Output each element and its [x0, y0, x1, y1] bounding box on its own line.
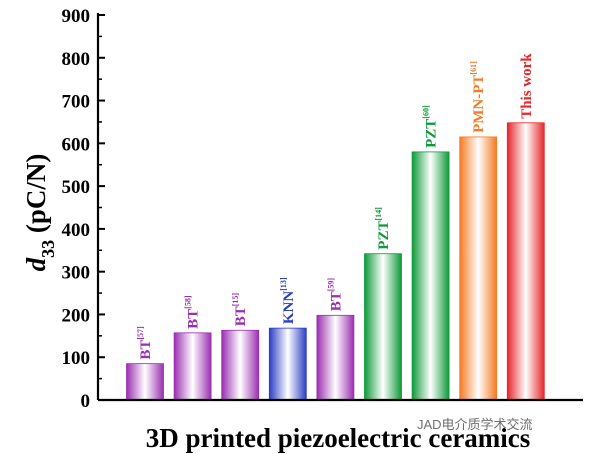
bar-label-ref: [15] [231, 293, 240, 307]
y-axis-title: d33 (pC/N) [21, 154, 58, 272]
y-axis-label: d33 (pC/N) [21, 154, 58, 272]
bar [364, 253, 402, 401]
bar [221, 329, 260, 401]
bar-label-ref: [57] [136, 326, 145, 340]
bar-label-name: PZT [376, 221, 392, 250]
bar-label-name: BT [233, 306, 249, 326]
bar-label: KNN[13] [279, 277, 297, 324]
y-tick-label: 200 [62, 305, 91, 326]
bar-label-name: PMN-PT [471, 75, 487, 133]
bar-label: PMN-PT[61] [469, 61, 487, 133]
bar-label-ref: [60] [422, 105, 431, 119]
bar-label: PZT[60] [422, 105, 440, 148]
bar-label-name: BT [186, 309, 202, 329]
bar-label-ref: [61] [469, 61, 478, 75]
y-axis-title-symbol: d [21, 257, 51, 271]
y-axis-ticks: 0 100 200 300 400 500 600 700 800 900 [62, 6, 105, 412]
bar-label: PZT[14] [374, 207, 392, 250]
bar [126, 363, 164, 401]
x-axis-label: 3D printed piezoelectric ceramics [146, 423, 531, 453]
bar-label-name: BT [138, 340, 154, 360]
bar-label-ref: [58] [184, 295, 193, 309]
bar [506, 122, 545, 401]
y-axis-title-subscript: 33 [38, 240, 58, 258]
bar [411, 151, 450, 401]
y-tick-label: 400 [62, 220, 91, 241]
y-tick-label: 800 [62, 49, 91, 70]
y-tick-label: 900 [62, 6, 91, 27]
y-tick-label: 700 [62, 92, 91, 113]
bar-label: BT[59] [326, 278, 344, 312]
y-tick-label: 300 [62, 263, 91, 284]
bar-label: BT[15] [231, 293, 249, 327]
bar-label-ref: [14] [374, 207, 383, 221]
bar-label: BT[57] [136, 326, 154, 360]
y-tick-label: 600 [62, 134, 91, 155]
bar-label-name: BT [328, 291, 344, 311]
bar-label-name: PZT [424, 119, 440, 148]
axes [96, 13, 583, 402]
watermark: JAD电介质学术交流 [417, 417, 533, 432]
bar-label-name: KNN [281, 291, 297, 325]
bar-labels: BT[57]BT[58]BT[15] KNN[13]BT[59]PZT[14]PZ… [136, 53, 535, 360]
bar-label-name: This work [519, 53, 535, 119]
bar-label-ref: [13] [279, 277, 288, 291]
bar [316, 314, 355, 401]
bar-label: This work [519, 53, 535, 119]
bar [459, 136, 498, 401]
y-tick-label: 100 [62, 348, 91, 369]
bar [268, 327, 307, 401]
bar-label: BT[58] [184, 295, 202, 329]
bar [173, 332, 212, 401]
bar-label-ref: [59] [326, 278, 335, 292]
y-axis-title-unit: (pC/N) [21, 154, 51, 240]
y-tick-label: 0 [81, 391, 91, 412]
bars [126, 122, 545, 401]
y-tick-label: 500 [62, 177, 91, 198]
